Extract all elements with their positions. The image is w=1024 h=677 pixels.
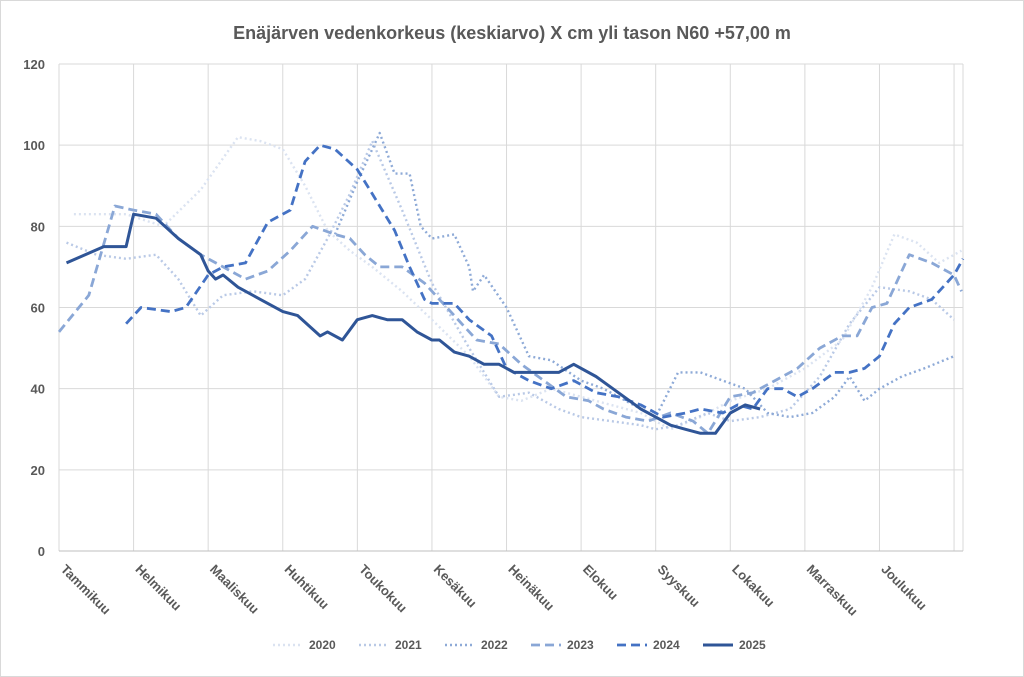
series-2020-line xyxy=(73,135,963,431)
x-tick-label: Toukokuu xyxy=(356,562,410,616)
y-tick-label: 0 xyxy=(38,544,45,559)
y-tick-label: 20 xyxy=(31,463,45,478)
x-tick-label: Tammikuu xyxy=(58,562,114,618)
y-tick-label: 80 xyxy=(31,219,45,234)
x-tick-label: Joulukuu xyxy=(878,562,930,614)
y-tick-label: 40 xyxy=(31,382,45,397)
series-2021-line xyxy=(66,139,955,431)
series-2024-line xyxy=(125,143,965,419)
x-tick-label: Heinäkuu xyxy=(505,562,557,614)
x-tick-label: Marraskuu xyxy=(804,562,861,619)
x-tick-label: Helmikuu xyxy=(132,562,184,614)
legend-label-2020: 2020 xyxy=(309,638,336,652)
x-tick-label: Lokakuu xyxy=(729,562,777,610)
legend: 2020 2021 2022 2023 2024 2025 xyxy=(273,638,766,652)
y-tick-label: 60 xyxy=(31,301,45,316)
x-axis: Tammikuu Helmikuu Maaliskuu Huhtikuu Toukoku… xyxy=(58,550,963,619)
series-2025-line xyxy=(65,212,761,435)
legend-label-2023: 2023 xyxy=(567,638,594,652)
legend-label-2024: 2024 xyxy=(653,638,680,652)
legend-label-2025: 2025 xyxy=(739,638,766,652)
legend-label-2022: 2022 xyxy=(481,638,508,652)
legend-label-2021: 2021 xyxy=(395,638,422,652)
x-tick-label: Elokuu xyxy=(580,562,621,603)
chart-title: Enäjärven vedenkorkeus (keskiarvo) X cm … xyxy=(233,23,791,43)
x-tick-label: Maaliskuu xyxy=(207,562,262,617)
y-tick-label: 120 xyxy=(23,57,45,72)
data-series xyxy=(57,131,965,435)
y-tick-label: 100 xyxy=(23,138,45,153)
gridlines xyxy=(58,63,964,552)
x-tick-label: Kesäkuu xyxy=(431,562,480,611)
x-tick-label: Huhtikuu xyxy=(282,562,332,612)
x-tick-label: Syyskuu xyxy=(655,562,703,610)
series-2023-line xyxy=(57,204,963,435)
y-axis: 0 20 40 60 80 100 120 xyxy=(23,57,45,559)
series-2022-line xyxy=(333,131,955,419)
